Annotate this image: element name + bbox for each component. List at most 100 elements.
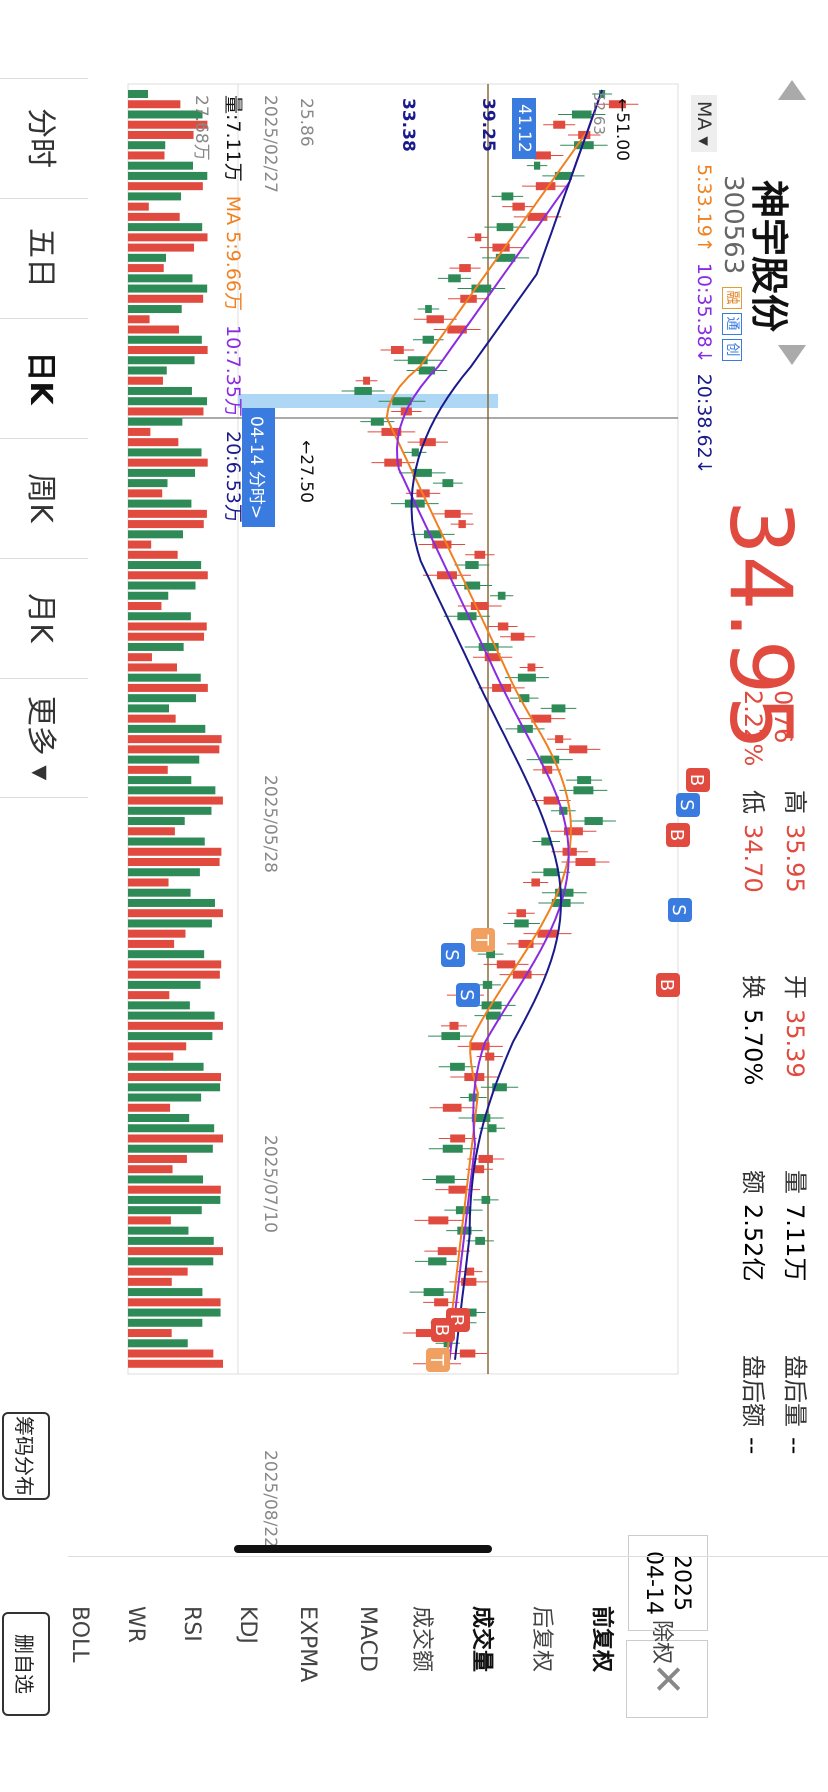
volume-bar <box>127 1247 223 1256</box>
volume-bar <box>128 786 216 795</box>
candle-body <box>474 233 482 242</box>
tab-monthly-k[interactable]: 月K <box>0 558 88 677</box>
candle-body <box>527 663 536 672</box>
trade-marker-box <box>666 823 690 847</box>
candle-body <box>496 223 514 232</box>
candle-body <box>534 151 551 160</box>
candle-body <box>543 868 559 877</box>
volume-bar <box>128 858 220 866</box>
volume-bar <box>128 970 220 979</box>
axis-label-4: 25.86 <box>296 98 316 147</box>
volume-bar <box>128 571 208 580</box>
volume-bar <box>128 1318 203 1327</box>
volume-bar <box>128 745 220 754</box>
volume-bar <box>127 735 222 744</box>
ma20-line <box>410 89 604 1360</box>
volume-bar <box>127 386 192 395</box>
menu-amount[interactable]: 成交额 <box>409 1606 434 1673</box>
trade-marker-box <box>431 1318 455 1342</box>
date-label-3: 2025/07/10 <box>260 1135 280 1233</box>
volume-bar <box>127 724 206 733</box>
volume-bar <box>127 141 166 150</box>
menu-macd[interactable]: MACD <box>355 1606 380 1672</box>
volume-bar <box>128 1298 221 1307</box>
candle-body <box>437 1247 457 1256</box>
candle-body <box>541 837 552 846</box>
trade-marker-box <box>426 1348 450 1372</box>
candle-body <box>486 950 496 959</box>
trade-marker-box <box>686 768 710 792</box>
candle-body <box>573 786 594 795</box>
tab-weekly-k[interactable]: 周K <box>0 438 88 557</box>
volume-bar <box>128 847 222 856</box>
volume-bar <box>128 1216 171 1225</box>
candle-body <box>533 161 541 170</box>
candle-body <box>475 1236 485 1245</box>
volume-bar <box>128 274 193 283</box>
volume-bar <box>128 346 208 354</box>
ma5-value: 5:33.19↑ <box>693 163 715 253</box>
candle-body <box>428 1257 447 1266</box>
menu-forward-adjust[interactable]: 前复权 <box>589 1606 614 1673</box>
menu-ex-rights[interactable]: 除权 <box>649 1620 674 1665</box>
volume-bar <box>127 448 202 457</box>
trade-marker-label: B <box>431 1324 452 1336</box>
candle-body <box>487 1124 497 1133</box>
volume-bar <box>128 1103 171 1112</box>
volume-bar <box>128 427 151 436</box>
tab-more[interactable]: 更多 ▾ <box>0 678 88 798</box>
date-label-1: 2025/02/27 <box>260 95 280 193</box>
cursor-date-tag[interactable]: 04-14 分时> <box>242 408 275 528</box>
volume-bar <box>127 407 204 416</box>
trade-marker-label: T <box>471 934 492 947</box>
volume-bar <box>127 827 175 836</box>
candle-body <box>428 1216 449 1225</box>
volume-bar <box>127 202 149 211</box>
volume-bar <box>127 1267 188 1276</box>
candle-body <box>449 1021 459 1030</box>
volume-bar <box>128 765 168 774</box>
menu-wr[interactable]: WR <box>123 1606 148 1644</box>
volume-bar <box>127 161 194 170</box>
menu-kdj[interactable]: KDJ <box>235 1606 260 1644</box>
volume-bar <box>128 530 183 539</box>
volume-bar <box>128 212 180 221</box>
volume-bar <box>127 919 212 928</box>
candle-body <box>474 550 486 559</box>
volume-bar <box>128 1206 202 1215</box>
candle-body <box>412 468 432 477</box>
volume-bar <box>128 120 208 129</box>
ma-dropdown[interactable]: MA ▾ <box>691 95 717 152</box>
candle-body <box>497 622 509 631</box>
candle-body <box>517 673 536 682</box>
menu-backward-adjust[interactable]: 后复权 <box>529 1606 554 1673</box>
menu-volume[interactable]: 成交量 <box>469 1606 494 1673</box>
volume-bar <box>127 980 201 989</box>
candle-body <box>577 776 592 785</box>
volume-bar <box>127 130 194 139</box>
tab-intraday[interactable]: 分时 <box>0 78 88 197</box>
volume-bar <box>128 223 203 232</box>
tab-daily-k[interactable]: 日K <box>0 318 88 437</box>
volume-bar <box>128 1185 221 1194</box>
menu-rsi[interactable]: RSI <box>179 1606 204 1642</box>
menu-expma[interactable]: EXPMA <box>295 1606 320 1683</box>
volume-bar <box>127 438 179 447</box>
volume-bar <box>128 1032 213 1041</box>
ma5-line <box>385 89 604 1360</box>
volume-bar <box>128 540 152 549</box>
tab-five-day[interactable]: 五日 <box>0 198 88 317</box>
volume-bar <box>128 233 208 242</box>
candle-body <box>514 919 529 928</box>
volume-bar <box>128 602 162 610</box>
candle-body <box>584 817 603 826</box>
trade-marker-label: S <box>668 904 689 915</box>
volume-bar <box>128 100 181 109</box>
candle-body <box>485 1011 501 1020</box>
candle-body <box>512 202 525 211</box>
volume-bar <box>127 1359 223 1368</box>
volume-bar <box>127 1052 174 1061</box>
volume-bar <box>128 468 196 477</box>
trade-marker-box <box>471 928 495 952</box>
